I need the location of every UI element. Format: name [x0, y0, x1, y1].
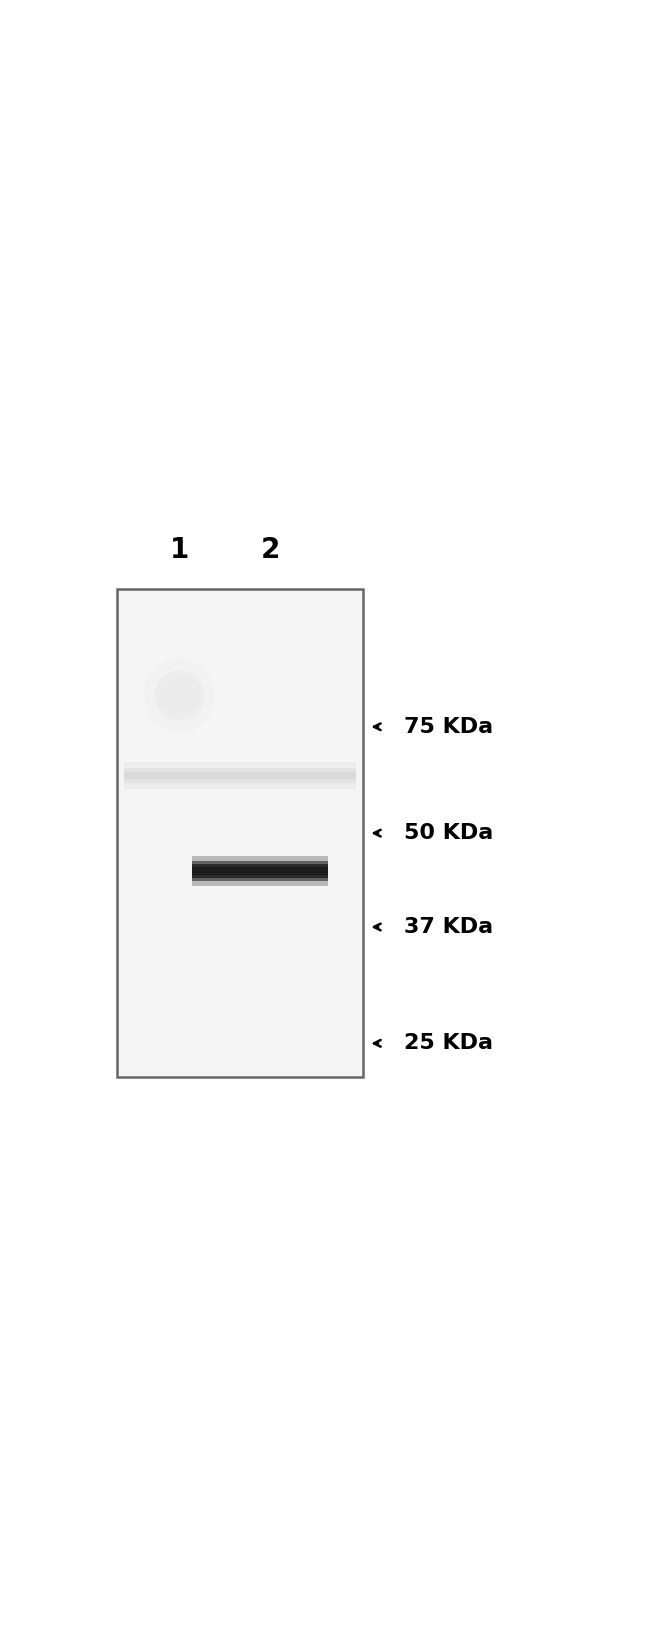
Text: 1: 1 — [170, 536, 189, 564]
Ellipse shape — [154, 671, 205, 720]
Bar — [192, 861, 328, 881]
Bar — [192, 856, 328, 886]
Text: 75 KDa: 75 KDa — [404, 717, 493, 736]
Text: 37 KDa: 37 KDa — [404, 916, 493, 938]
Bar — [192, 866, 328, 874]
Text: 50 KDa: 50 KDa — [404, 824, 493, 843]
Bar — [124, 762, 356, 790]
Bar — [124, 772, 356, 780]
Ellipse shape — [157, 676, 202, 715]
Text: 2: 2 — [261, 536, 280, 564]
Bar — [116, 590, 363, 1077]
Text: 25 KDa: 25 KDa — [404, 1034, 493, 1053]
Bar — [192, 863, 328, 878]
Ellipse shape — [144, 658, 214, 733]
Bar — [124, 769, 356, 783]
